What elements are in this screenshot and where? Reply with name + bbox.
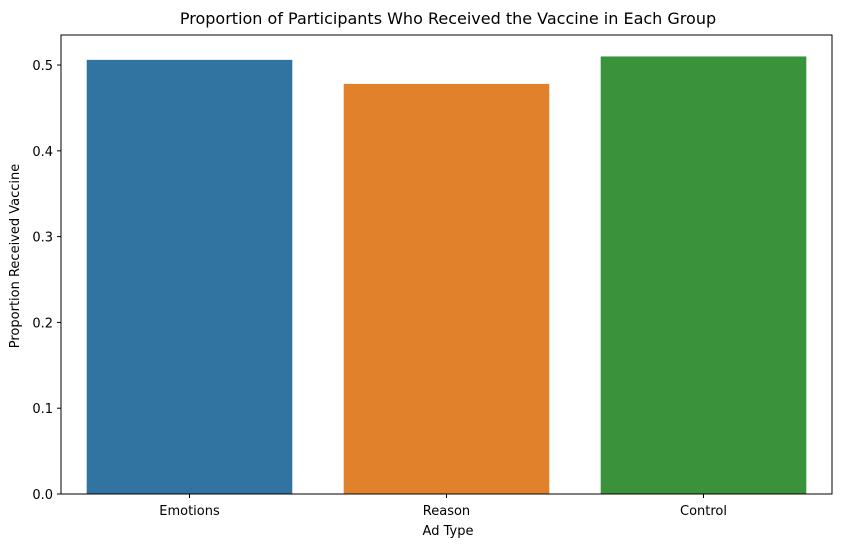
bar-reason: [343, 83, 550, 495]
y-tick-label: 0.2: [32, 316, 53, 331]
axes-spines: [60, 34, 833, 495]
plot-frame: [60, 34, 833, 495]
bar-emotions: [86, 59, 293, 494]
x-tick-label: Emotions: [159, 504, 220, 519]
y-tick-label: 0.3: [32, 231, 53, 246]
y-tick-label: 0.5: [32, 59, 53, 74]
y-tick-label: 0.0: [32, 488, 53, 503]
bars-layer: [86, 56, 807, 495]
y-tick-label: 0.1: [32, 402, 53, 417]
x-tick-label: Reason: [423, 504, 470, 519]
x-axis-ticks: Emotions Reason Control: [159, 494, 727, 519]
chart-title: Proportion of Participants Who Received …: [180, 9, 716, 28]
y-tick-label: 0.4: [32, 145, 53, 160]
y-axis-ticks: 0.0 0.1 0.2 0.3 0.4 0.5: [32, 59, 61, 503]
x-tick-label: Control: [680, 504, 727, 519]
x-axis-label: Ad Type: [423, 524, 474, 539]
y-axis-label: Proportion Received Vaccine: [8, 164, 23, 348]
bar-control: [600, 56, 807, 494]
